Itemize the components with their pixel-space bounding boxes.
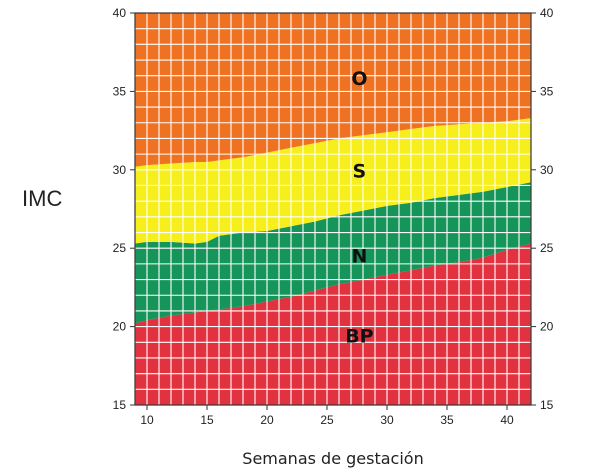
y-tick-label-right: 40 <box>540 6 554 20</box>
zone-n <box>135 182 531 324</box>
zone-label-o: O <box>351 68 367 90</box>
y-tick-label-left: 40 <box>113 6 127 20</box>
x-tick-label: 15 <box>200 413 214 427</box>
y-tick-label-left: 20 <box>113 320 127 334</box>
y-tick-label-right: 35 <box>540 84 554 98</box>
zones-layer <box>135 13 531 405</box>
y-tick-label-left: 30 <box>113 163 127 177</box>
y-tick-label-right: 15 <box>540 398 554 412</box>
zone-label-s: S <box>353 161 367 183</box>
x-tick-label: 30 <box>380 413 394 427</box>
y-tick-label-left: 25 <box>113 241 127 255</box>
zone-bp <box>135 243 531 405</box>
zone-o <box>135 13 531 167</box>
zone-label-bp: BP <box>345 325 373 347</box>
y-tick-label-left: 35 <box>113 84 127 98</box>
ticks-layer: 15 15 20 20 25 25 30 30 35 35 40 40 10 15 20 25 30 35 40 <box>113 6 554 427</box>
x-axis-label: Semanas de gestación <box>242 449 423 468</box>
x-tick-label: 25 <box>320 413 334 427</box>
x-tick-label: 10 <box>140 413 154 427</box>
plot-frame <box>134 12 532 406</box>
zone-label-n: N <box>351 245 367 267</box>
x-tick-label: 20 <box>260 413 274 427</box>
y-tick-label-left: 15 <box>113 398 127 412</box>
zone-s <box>135 118 531 244</box>
y-tick-label-right: 25 <box>540 241 554 255</box>
y-axis-label: IMC <box>22 186 62 211</box>
y-tick-label-right: 20 <box>540 320 554 334</box>
x-tick-label: 40 <box>500 413 514 427</box>
y-tick-label-right: 30 <box>540 163 554 177</box>
zone-labels-layer: BP N S O <box>345 68 373 347</box>
x-tick-label: 35 <box>440 413 454 427</box>
